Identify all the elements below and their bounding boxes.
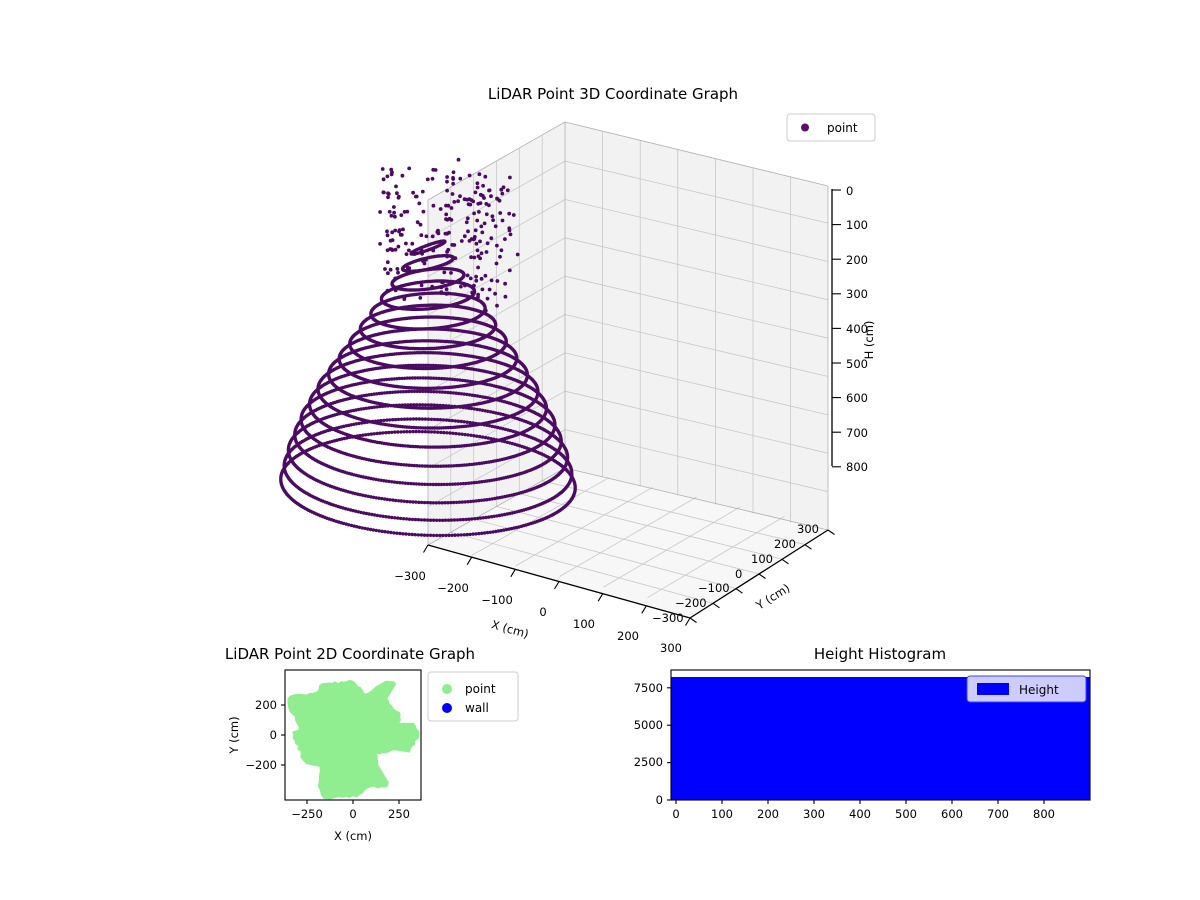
hist-x-tick-2: 200	[757, 807, 779, 821]
x-axis-ticks	[423, 544, 691, 626]
axes-2d: LiDAR Point 2D Coordinate Graph 200 0 −2…	[225, 645, 519, 843]
axes-histogram: Height Histogram 0 2500 5000 7500	[634, 645, 1091, 821]
pane-right	[565, 122, 828, 530]
hist-y-tick-1: 2500	[634, 755, 663, 769]
x-tick-2: −100	[481, 593, 513, 607]
histogram-y-ticks	[667, 687, 671, 801]
histogram-legend[interactable]: Height	[966, 675, 1087, 703]
legend-patch-height-icon	[977, 683, 1009, 695]
wall-return-points	[378, 157, 520, 313]
z-tick-4: 400	[846, 322, 868, 336]
hist-y-tick-2: 5000	[634, 718, 663, 732]
plot2d-x-ticks	[306, 800, 400, 804]
legend-box	[786, 113, 876, 142]
plot2d-x-label: X (cm)	[334, 829, 372, 843]
y-tick-5: −200	[675, 596, 707, 610]
histogram-y-ticklabels: 0 2500 5000 7500	[634, 681, 663, 807]
point-cloud-3d	[279, 157, 577, 538]
legend-marker-point-icon	[442, 684, 452, 694]
z-axis-ticks	[832, 189, 841, 468]
plot2d-title: LiDAR Point 2D Coordinate Graph	[225, 645, 475, 663]
legend-marker-point-icon	[801, 123, 809, 132]
x-tick-1: −200	[437, 581, 469, 595]
plot2d-y-ticks	[281, 704, 285, 766]
z-tick-1: 100	[846, 218, 868, 232]
point-cloud-2d	[287, 679, 420, 800]
plot2d-y-tick-1: 0	[270, 728, 277, 742]
plot2d-x-tick-2: 250	[388, 807, 410, 821]
histogram-x-ticklabels: 0 100 200 300 400 500 600 700 800	[672, 807, 1055, 821]
plot3d-title: LiDAR Point 3D Coordinate Graph	[488, 85, 738, 103]
x-tick-0: −300	[394, 569, 426, 583]
z-axis-ticklabels: 0 100 200 300 400 500 600 700 800	[846, 184, 868, 474]
hist-x-tick-0: 0	[672, 807, 679, 821]
plot3d-legend[interactable]: point	[786, 113, 876, 142]
histogram-legend-label: Height	[1019, 683, 1059, 697]
histogram-x-ticks	[675, 800, 1045, 804]
axes-3d: −300 −200 −100 0 100 200 300 X (cm)	[279, 85, 876, 655]
y-tick-6: −300	[652, 611, 684, 625]
hist-y-tick-3: 7500	[634, 681, 663, 695]
legend-label-point: point	[827, 121, 858, 135]
z-tick-0: 0	[846, 184, 853, 198]
scan-ring-points	[279, 239, 577, 538]
histogram-title: Height Histogram	[814, 645, 946, 663]
z-tick-5: 500	[846, 357, 868, 371]
hist-x-tick-8: 800	[1033, 807, 1055, 821]
pane-floor	[428, 468, 828, 618]
plot2d-y-tick-0: 200	[255, 698, 277, 712]
z-tick-6: 600	[846, 391, 868, 405]
x-axis-ticklabels: −300 −200 −100 0 100 200 300	[394, 569, 682, 655]
hist-y-tick-0: 0	[656, 793, 663, 807]
right-wall-grid	[564, 131, 829, 523]
y-tick-4: −100	[698, 581, 730, 595]
plot2d-legend-label-wall: wall	[465, 701, 489, 715]
plot2d-x-ticklabels: −250 0 250	[291, 807, 410, 821]
hist-x-tick-4: 400	[849, 807, 871, 821]
hist-x-tick-6: 600	[941, 807, 963, 821]
hist-x-tick-5: 500	[895, 807, 917, 821]
x-tick-4: 100	[573, 617, 595, 631]
plot2d-y-ticklabels: 200 0 −200	[245, 698, 277, 772]
y-tick-0: 300	[797, 522, 819, 536]
x-tick-3: 0	[539, 605, 546, 619]
z-tick-3: 300	[846, 287, 868, 301]
plot2d-y-label: Y (cm)	[227, 716, 241, 754]
histogram-frame	[670, 669, 1091, 801]
legend-marker-wall-icon	[442, 703, 452, 713]
hist-x-tick-7: 700	[987, 807, 1009, 821]
plot2d-legend-label-point: point	[465, 682, 496, 696]
hist-x-tick-1: 100	[711, 807, 733, 821]
plot2d-x-tick-1: 0	[349, 807, 356, 821]
y-tick-2: 100	[751, 552, 773, 566]
y-tick-1: 200	[774, 537, 796, 551]
z-tick-8: 800	[846, 460, 868, 474]
z-axis-label: H (cm)	[862, 321, 876, 360]
plot2d-legend[interactable]: point wall	[427, 671, 519, 722]
y-tick-3: 0	[735, 567, 742, 581]
x-tick-5: 200	[617, 629, 639, 643]
x-tick-6: 300	[660, 641, 682, 655]
floor-grid	[450, 477, 805, 604]
z-tick-7: 700	[846, 426, 868, 440]
histogram-legend-box	[966, 675, 1087, 703]
plot2d-x-tick-0: −250	[291, 807, 323, 821]
hist-x-tick-3: 300	[803, 807, 825, 821]
y-axis-ticks	[689, 529, 835, 623]
y-axis-ticklabels: 300 200 100 0 −100 −200 −300	[652, 522, 819, 625]
plot2d-y-tick-2: −200	[245, 758, 277, 772]
z-tick-2: 200	[846, 253, 868, 267]
